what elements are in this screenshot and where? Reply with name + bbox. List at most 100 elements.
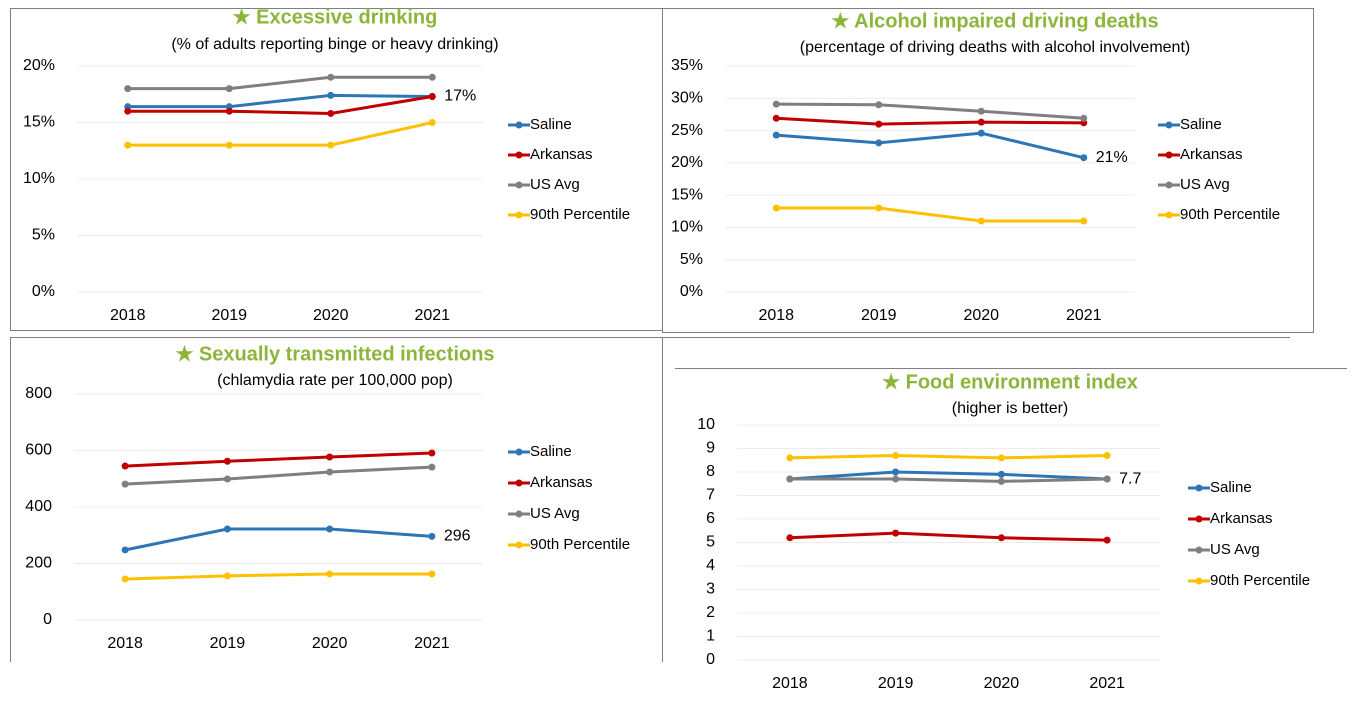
data-point: [428, 532, 436, 540]
y-tick-label: 10%: [23, 170, 55, 187]
panel-frame: [662, 8, 1314, 333]
data-label: 7.7: [1119, 470, 1141, 487]
x-tick-label: 2019: [210, 635, 246, 652]
panel-frame: [10, 8, 663, 331]
data-point: [977, 217, 985, 225]
legend-label: Saline: [530, 443, 572, 460]
chart-subtitle: (percentage of driving deaths with alcoh…: [800, 39, 1190, 56]
data-point: [786, 534, 794, 542]
data-point: [892, 452, 900, 460]
legend-swatch: [1165, 151, 1173, 159]
data-point: [875, 101, 883, 109]
legend-swatch: [1195, 546, 1203, 554]
series-line: [127, 121, 433, 147]
data-point: [124, 85, 132, 93]
legend-swatch: [1165, 121, 1173, 129]
chart-subtitle: (chlamydia rate per 100,000 pop): [217, 372, 453, 389]
data-point: [428, 73, 436, 81]
y-tick-label: 20%: [671, 154, 703, 171]
series-line: [127, 93, 433, 109]
data-point: [997, 454, 1005, 462]
data-point: [223, 572, 231, 580]
series-line: [789, 477, 1108, 483]
data-point: [1103, 536, 1111, 544]
y-tick-label: 600: [25, 442, 52, 459]
x-tick-label: 2021: [1089, 675, 1125, 692]
y-tick-label: 5%: [32, 227, 55, 244]
series-line: [124, 527, 432, 552]
x-tick-label: 2019: [878, 675, 914, 692]
legend-swatch: [1165, 181, 1173, 189]
x-tick-label: 2018: [107, 635, 143, 652]
data-point: [1080, 114, 1088, 122]
legend-label: 90th Percentile: [530, 536, 630, 553]
data-point: [997, 477, 1005, 485]
data-point: [997, 534, 1005, 542]
legend-swatch: [515, 151, 523, 159]
data-point: [875, 139, 883, 147]
x-tick-label: 2018: [772, 675, 808, 692]
data-point: [223, 525, 231, 533]
x-tick-label: 2018: [758, 307, 794, 324]
data-label: 21%: [1096, 149, 1128, 166]
legend-label: Arkansas: [1210, 510, 1273, 527]
data-label: 296: [444, 528, 471, 545]
series-line: [125, 572, 432, 581]
data-point: [225, 107, 233, 115]
legend-swatch: [515, 211, 523, 219]
y-tick-label: 10: [697, 416, 715, 433]
y-tick-label: 9: [706, 440, 715, 457]
x-tick-label: 2019: [211, 307, 247, 324]
legend-label: US Avg: [1210, 541, 1260, 558]
y-tick-label: 35%: [671, 57, 703, 74]
data-point: [326, 453, 334, 461]
chart-subtitle: (higher is better): [952, 400, 1069, 417]
x-tick-label: 2021: [1066, 307, 1102, 324]
y-tick-label: 0%: [32, 283, 55, 300]
y-tick-label: 25%: [671, 122, 703, 139]
data-point: [121, 480, 129, 488]
y-tick-label: 3: [706, 581, 715, 598]
data-point: [892, 475, 900, 483]
data-point: [223, 475, 231, 483]
y-tick-label: 800: [25, 385, 52, 402]
data-point: [892, 529, 900, 537]
panel-frame: [10, 337, 663, 662]
data-point: [875, 120, 883, 128]
data-point: [327, 109, 335, 117]
legend-swatch: [1195, 515, 1203, 523]
series-line: [127, 75, 433, 91]
data-point: [428, 93, 436, 101]
legend-label: Saline: [530, 116, 572, 133]
legend-label: Arkansas: [1180, 146, 1243, 163]
series-line: [776, 116, 1084, 126]
data-point: [1103, 452, 1111, 460]
data-point: [223, 457, 231, 465]
legend-swatch: [1195, 484, 1203, 492]
x-tick-label: 2020: [312, 635, 348, 652]
data-point: [772, 131, 780, 139]
y-tick-label: 5: [706, 534, 715, 551]
legend-label: 90th Percentile: [1210, 572, 1310, 589]
data-point: [326, 525, 334, 533]
data-point: [121, 575, 129, 583]
legend-label: US Avg: [530, 505, 580, 522]
y-tick-label: 0%: [680, 283, 703, 300]
data-point: [977, 107, 985, 115]
series-line: [789, 531, 1108, 542]
legend-swatch: [515, 181, 523, 189]
legend-swatch: [515, 121, 523, 129]
y-tick-label: 7: [706, 487, 715, 504]
chart-subtitle: (% of adults reporting binge or heavy dr…: [171, 36, 498, 53]
legend-label: Arkansas: [530, 146, 593, 163]
legend-label: Arkansas: [530, 474, 593, 491]
x-tick-label: 2020: [984, 675, 1020, 692]
series-line: [125, 465, 432, 486]
data-point: [786, 475, 794, 483]
legend-label: Saline: [1180, 116, 1222, 133]
y-tick-label: 2: [706, 604, 715, 621]
data-point: [772, 204, 780, 212]
series-line: [127, 95, 433, 115]
